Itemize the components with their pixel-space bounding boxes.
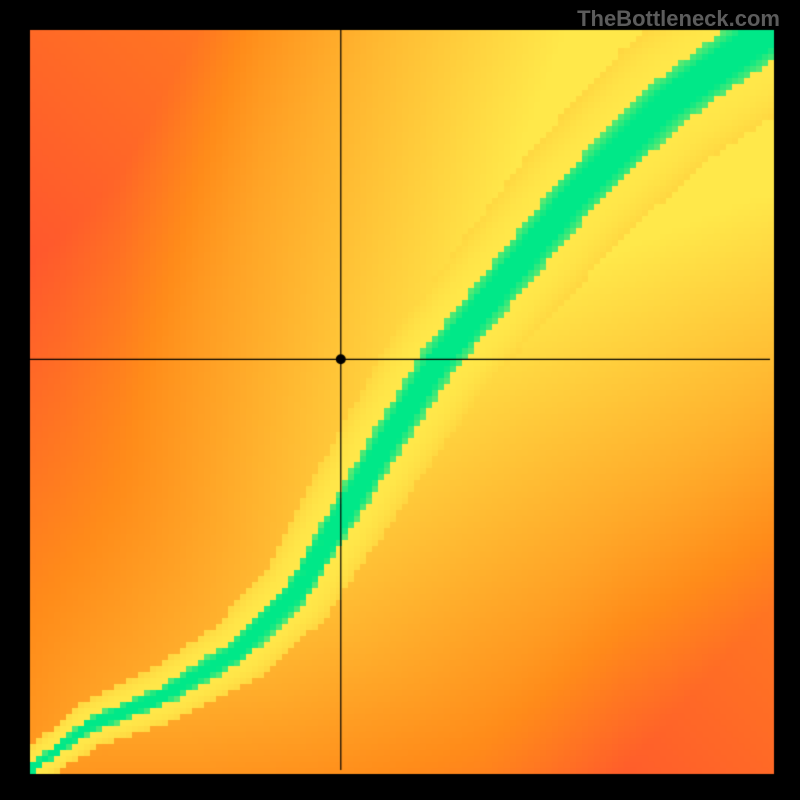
watermark-text: TheBottleneck.com xyxy=(577,6,780,32)
bottleneck-heatmap xyxy=(0,0,800,800)
